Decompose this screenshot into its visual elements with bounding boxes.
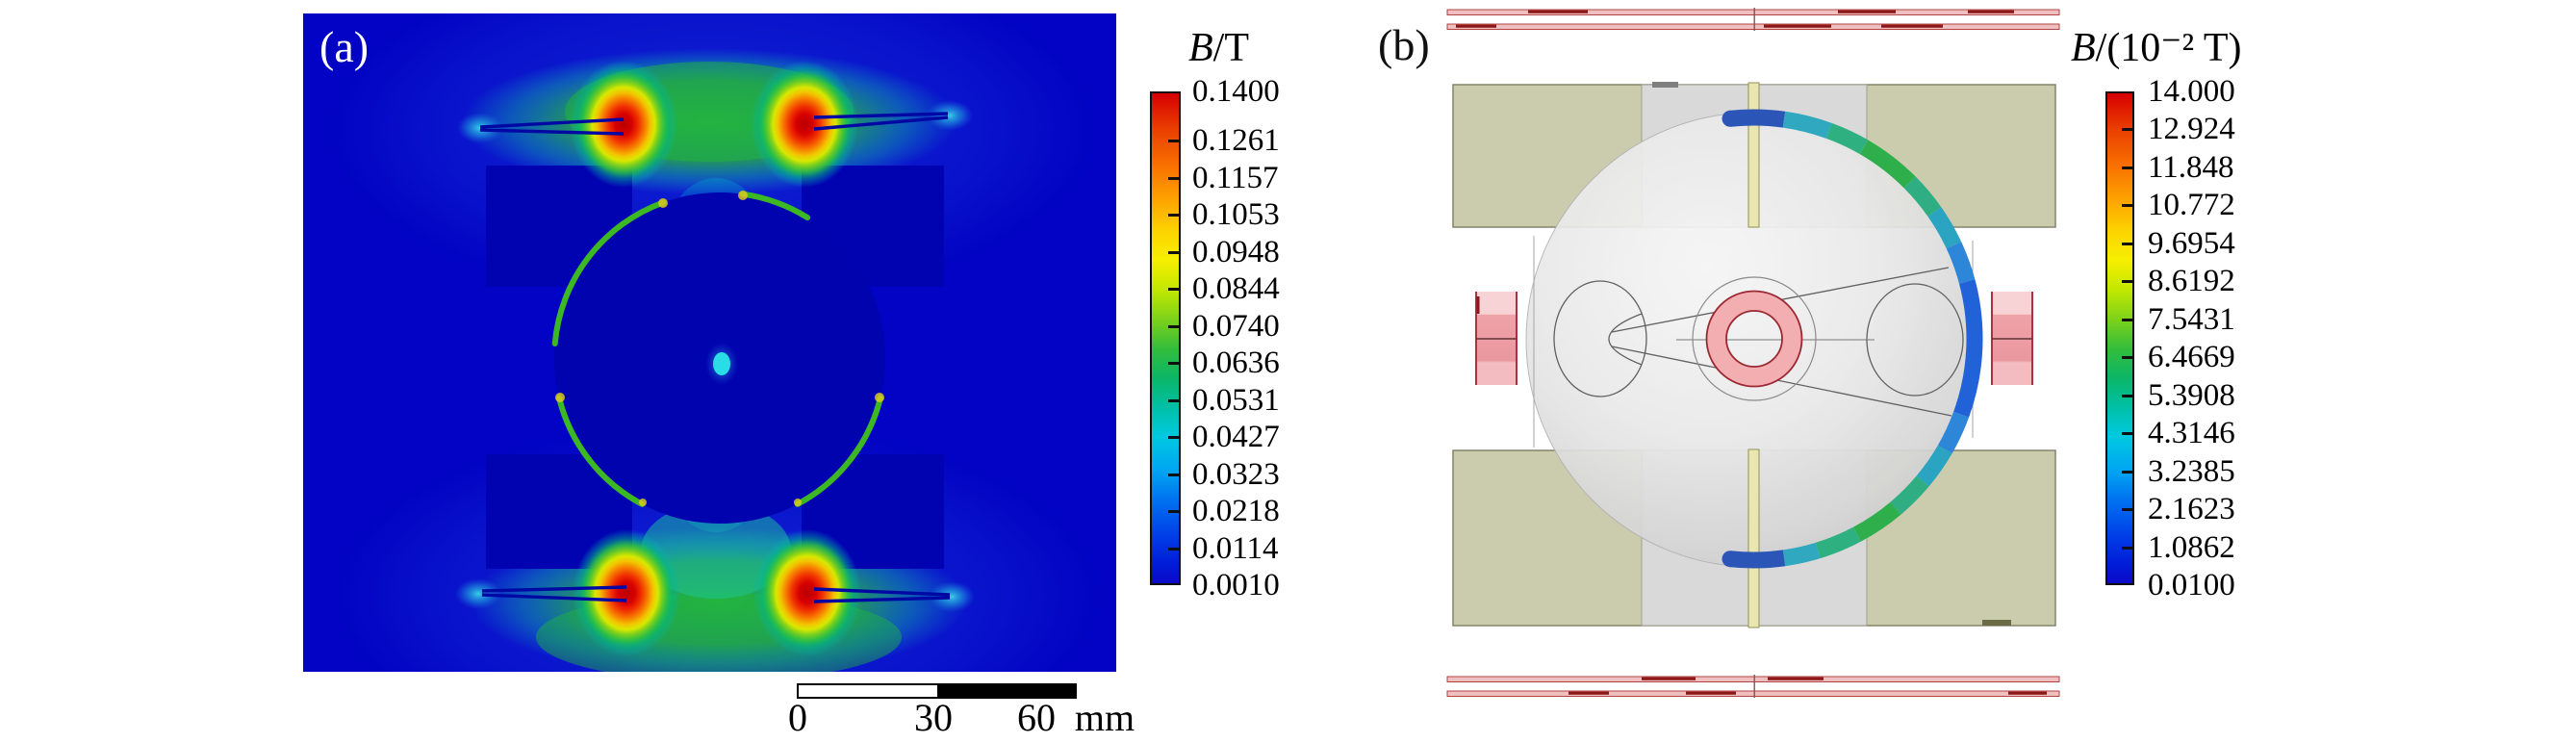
colorbar-a-label: 0.1053 (1192, 197, 1280, 232)
side-magnet-right (1991, 292, 2033, 385)
colorbar-a-label: 0.1261 (1192, 123, 1280, 158)
colorbar-b-label: 12.924 (2148, 112, 2235, 146)
scale-bar-tick-0: 0 (788, 696, 807, 739)
colorbar-a-label: 0.1400 (1192, 74, 1280, 109)
colorbar-a-label: 0.0740 (1192, 309, 1280, 344)
render-panel-b (1446, 8, 2060, 698)
colorbar-b-label: 7.5431 (2148, 302, 2235, 337)
scale-bar-tick-60: 60 (1017, 696, 1056, 739)
colorbar-b-label: 14.000 (2148, 74, 2235, 109)
colorbar-b-label: 3.2385 (2148, 454, 2235, 489)
coil-lines-top (1446, 8, 2060, 31)
colorbar-a-gradient (1150, 91, 1181, 585)
side-magnet-left (1475, 292, 1518, 385)
colorbar-a-label: 0.0010 (1192, 568, 1280, 602)
colorbar-b-label: 0.0100 (2148, 568, 2235, 602)
colorbar-b-label: 10.772 (2148, 188, 2235, 222)
colorbar-a-label: 0.0427 (1192, 420, 1280, 454)
scale-bar (797, 683, 1077, 699)
coil-lines-bottom (1446, 675, 2060, 698)
colorbar-b-label: 5.3908 (2148, 378, 2235, 413)
colorbar-a-label: 0.0636 (1192, 346, 1280, 380)
field-map-panel-a (303, 13, 1116, 672)
colorbar-b-label: 4.3146 (2148, 416, 2235, 450)
center-spot (713, 352, 730, 375)
needle-electrodes (479, 112, 951, 603)
colorbar-a: B/T 0.1400 0.1261 0.1157 0.1053 0.0948 0… (1150, 27, 1342, 602)
colorbar-b-label: 11.848 (2148, 150, 2234, 185)
coil-hotspots (570, 61, 861, 656)
colorbar-b-label: 9.6954 (2148, 226, 2235, 261)
colorbar-a-title: B/T (1188, 26, 1249, 70)
colorbar-a-label: 0.0323 (1192, 457, 1280, 492)
colorbar-a-label: 0.0218 (1192, 494, 1280, 528)
colorbar-a-label: 0.0114 (1192, 531, 1279, 566)
panel-b-label: (b) (1378, 20, 1430, 69)
colorbar-a-label: 0.1157 (1192, 161, 1279, 195)
needle-tip-glows (455, 100, 975, 612)
colorbar-a-label: 0.0948 (1192, 235, 1280, 269)
center-strip-bottom (1747, 448, 1760, 628)
center-strip-top (1747, 82, 1760, 228)
colorbar-b-label: 6.4669 (2148, 340, 2235, 374)
colorbar-b-label: 1.0862 (2148, 530, 2235, 565)
colorbar-a-label: 0.0844 (1192, 271, 1280, 306)
scale-bar-unit: mm (1074, 696, 1135, 739)
scale-bar-white-segment (799, 685, 937, 697)
colorbar-b-title: B/(10⁻² T) (2071, 26, 2242, 70)
scale-bar-tick-30: 30 (914, 696, 953, 739)
trajectory-arc (1722, 109, 1983, 569)
colorbar-b-gradient (2105, 91, 2134, 585)
colorbar-b: B/(10⁻² T) 14.000 12.924 11.848 10.772 9… (2071, 27, 2298, 602)
colorbar-a-label: 0.0531 (1192, 383, 1280, 418)
colorbar-b-label: 8.6192 (2148, 264, 2235, 298)
rim-hot-tips (555, 191, 884, 506)
field-rim-arcs (551, 191, 883, 507)
scale-bar-black-segment (937, 685, 1075, 697)
ring-magnet (1705, 290, 1803, 388)
panel-a-label: (a) (319, 22, 370, 71)
colorbar-b-label: 2.1623 (2148, 492, 2235, 526)
